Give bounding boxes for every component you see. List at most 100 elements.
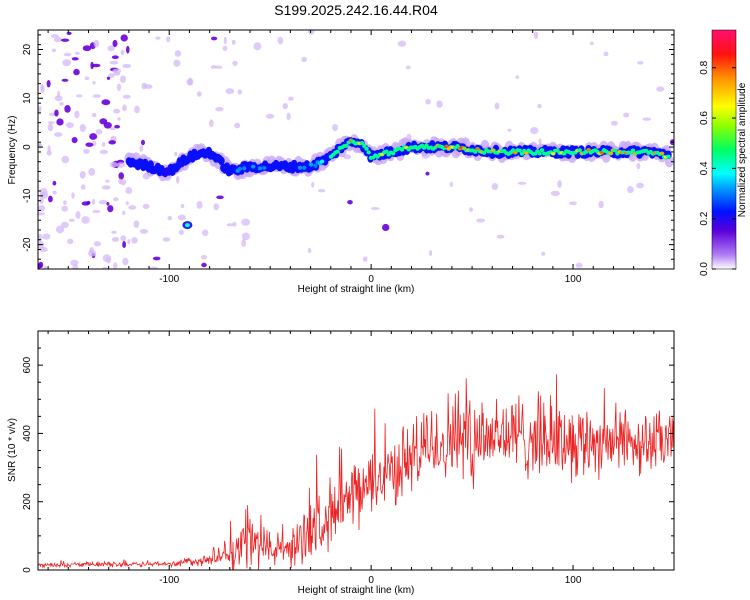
spectrogram-noise-blob — [60, 38, 70, 42]
spectrogram-noise-blob — [93, 39, 100, 48]
spectrogram-noise-blob — [122, 257, 129, 266]
spectrogram-noise-blob — [196, 200, 203, 209]
spectrogram-noise-blob — [39, 197, 44, 205]
spectrogram-noise-blob — [627, 186, 634, 194]
spectrogram-ridge-core — [517, 148, 522, 153]
spectrogram-noise-blob — [139, 144, 144, 152]
spectrogram-noise-blob — [201, 254, 207, 260]
spectrogram-noise-blob — [71, 192, 75, 199]
spectrogram-noise-blob — [74, 51, 80, 56]
y-tick-label: 0 — [22, 144, 33, 150]
spectrogram-noise-blob — [656, 86, 665, 92]
spectrogram-noise-blob — [47, 145, 51, 153]
spectrogram-ridge-core — [519, 151, 525, 156]
spectrogram-noise-blob — [152, 256, 161, 261]
spectrogram-noise-blob — [575, 262, 583, 268]
spectrogram-noise-blob — [166, 36, 171, 43]
spectrogram-ridge-core — [251, 164, 256, 169]
spectrogram-ridge-core — [302, 165, 307, 170]
spectrogram-noise-blob — [215, 107, 224, 112]
spectrogram-ridge-core — [359, 141, 365, 145]
spectrogram-noise-blob — [38, 233, 43, 241]
spectrogram-ridge-peak — [550, 152, 556, 156]
spectrogram-noise-blob — [311, 182, 315, 188]
spectrogram-ridge-core — [366, 150, 371, 155]
spectrogram-noise-blob — [216, 195, 224, 200]
spectrogram-noise-blob — [54, 95, 63, 102]
spectrogram-noise-blob — [550, 190, 560, 197]
spectrogram-noise-blob — [75, 211, 81, 219]
spectrogram-noise-blob — [425, 99, 431, 105]
spectrogram-noise-blob — [95, 129, 103, 135]
spectrogram-noise-blob — [53, 37, 62, 43]
spectrogram-ridge-core — [297, 165, 303, 170]
spectrogram-noise-blob — [65, 122, 74, 128]
spectrogram-noise-blob — [61, 78, 69, 82]
spectrogram-noise-blob — [142, 203, 150, 209]
snr-series-line — [38, 374, 674, 570]
colorbar: 0.0 0.2 0.4 0.6 0.8 Normalized spectral ampl… — [699, 29, 748, 276]
spectrogram-noise-blob — [537, 104, 542, 109]
spectrogram-noise-blob — [241, 232, 250, 241]
spectrogram-noise-blob — [533, 31, 539, 39]
spectrogram-noise-blob — [38, 261, 44, 269]
spectrogram-noise-blob — [66, 31, 72, 35]
spectrogram-noise-blob — [56, 118, 64, 126]
spectrogram-noise-blob — [611, 120, 618, 126]
spectrogram-noise-blob — [111, 230, 117, 234]
x-tick-label: -100 — [159, 274, 179, 285]
spectrogram-noise-blob — [174, 50, 182, 57]
spectrogram-noise-blob — [111, 55, 119, 59]
spectrogram-noise-blob — [61, 155, 70, 164]
spectrogram-noise-blob — [214, 65, 223, 69]
spectrogram-noise-blob — [46, 150, 52, 156]
spectrogram-noise-blob — [173, 59, 181, 67]
spectrogram-noise-blob — [73, 68, 80, 76]
spectrogram-noise-blob — [106, 202, 110, 206]
snr-x-label: Height of straight line (km) — [298, 585, 415, 596]
spectrogram-noise-blob — [288, 96, 294, 101]
spectrogram-noise-blob — [112, 68, 122, 74]
spectrogram-noise-blob — [362, 256, 368, 262]
spectrogram-noise-blob — [111, 237, 119, 242]
spectrogram-ridge-core — [362, 143, 367, 148]
spectrogram-noise-blob — [196, 91, 202, 97]
spectrogram-noise-blob — [71, 137, 78, 144]
spectrogram-noise-blob — [637, 61, 644, 65]
spectrogram-noise-blob — [225, 88, 235, 95]
spectrogram-noise-blob — [67, 238, 74, 245]
spectrogram-noise-blob — [116, 83, 122, 92]
spectrogram-noise-blob — [530, 127, 539, 135]
spectrogram-noise-blob — [54, 132, 63, 137]
spectrogram-noise-blob — [38, 205, 46, 212]
spectrogram-noise-blob — [494, 102, 500, 110]
y-tick-label: 400 — [22, 425, 33, 442]
spectrogram-noise-blob — [382, 223, 390, 232]
spectrogram-noise-blob — [397, 40, 407, 47]
y-tick-label: 0 — [22, 567, 33, 573]
spectrogram-noise-blob — [122, 210, 126, 215]
spectrogram-noise-blob — [237, 89, 243, 95]
spectrogram-noise-blob — [569, 201, 577, 206]
snr-plot-area — [38, 331, 674, 570]
spectrogram-noise-blob — [89, 133, 98, 140]
colorbar-tick-label: 0.4 — [699, 161, 710, 175]
colorbar-ticks: 0.0 0.2 0.4 0.6 0.8 — [699, 60, 736, 276]
spectrogram-noise-blob — [54, 109, 59, 117]
spectrogram-noise-blob — [68, 218, 75, 222]
spectrogram-noise-blob — [226, 223, 234, 227]
spectrogram-noise-blob — [476, 218, 486, 223]
spectrogram-noise-blob — [286, 112, 291, 121]
spectrogram-noise-blob — [589, 41, 594, 46]
spectrogram-noise-blob — [109, 60, 119, 65]
spectrogram-y-label: Frequency (Hz) — [7, 116, 18, 185]
spectrogram-noise-blob — [83, 148, 90, 154]
colorbar-label: Normalized spectral amplitude — [737, 82, 748, 217]
spectrogram-noise-blob — [118, 172, 124, 180]
spectrogram-noise-blob — [102, 254, 112, 263]
spectrogram-noise-blob — [496, 234, 505, 239]
spectrogram-noise-blob — [109, 127, 116, 131]
spectrogram-noise-blob — [38, 212, 45, 216]
x-tick-label: 100 — [565, 274, 582, 285]
y-tick-label: -20 — [22, 237, 33, 252]
